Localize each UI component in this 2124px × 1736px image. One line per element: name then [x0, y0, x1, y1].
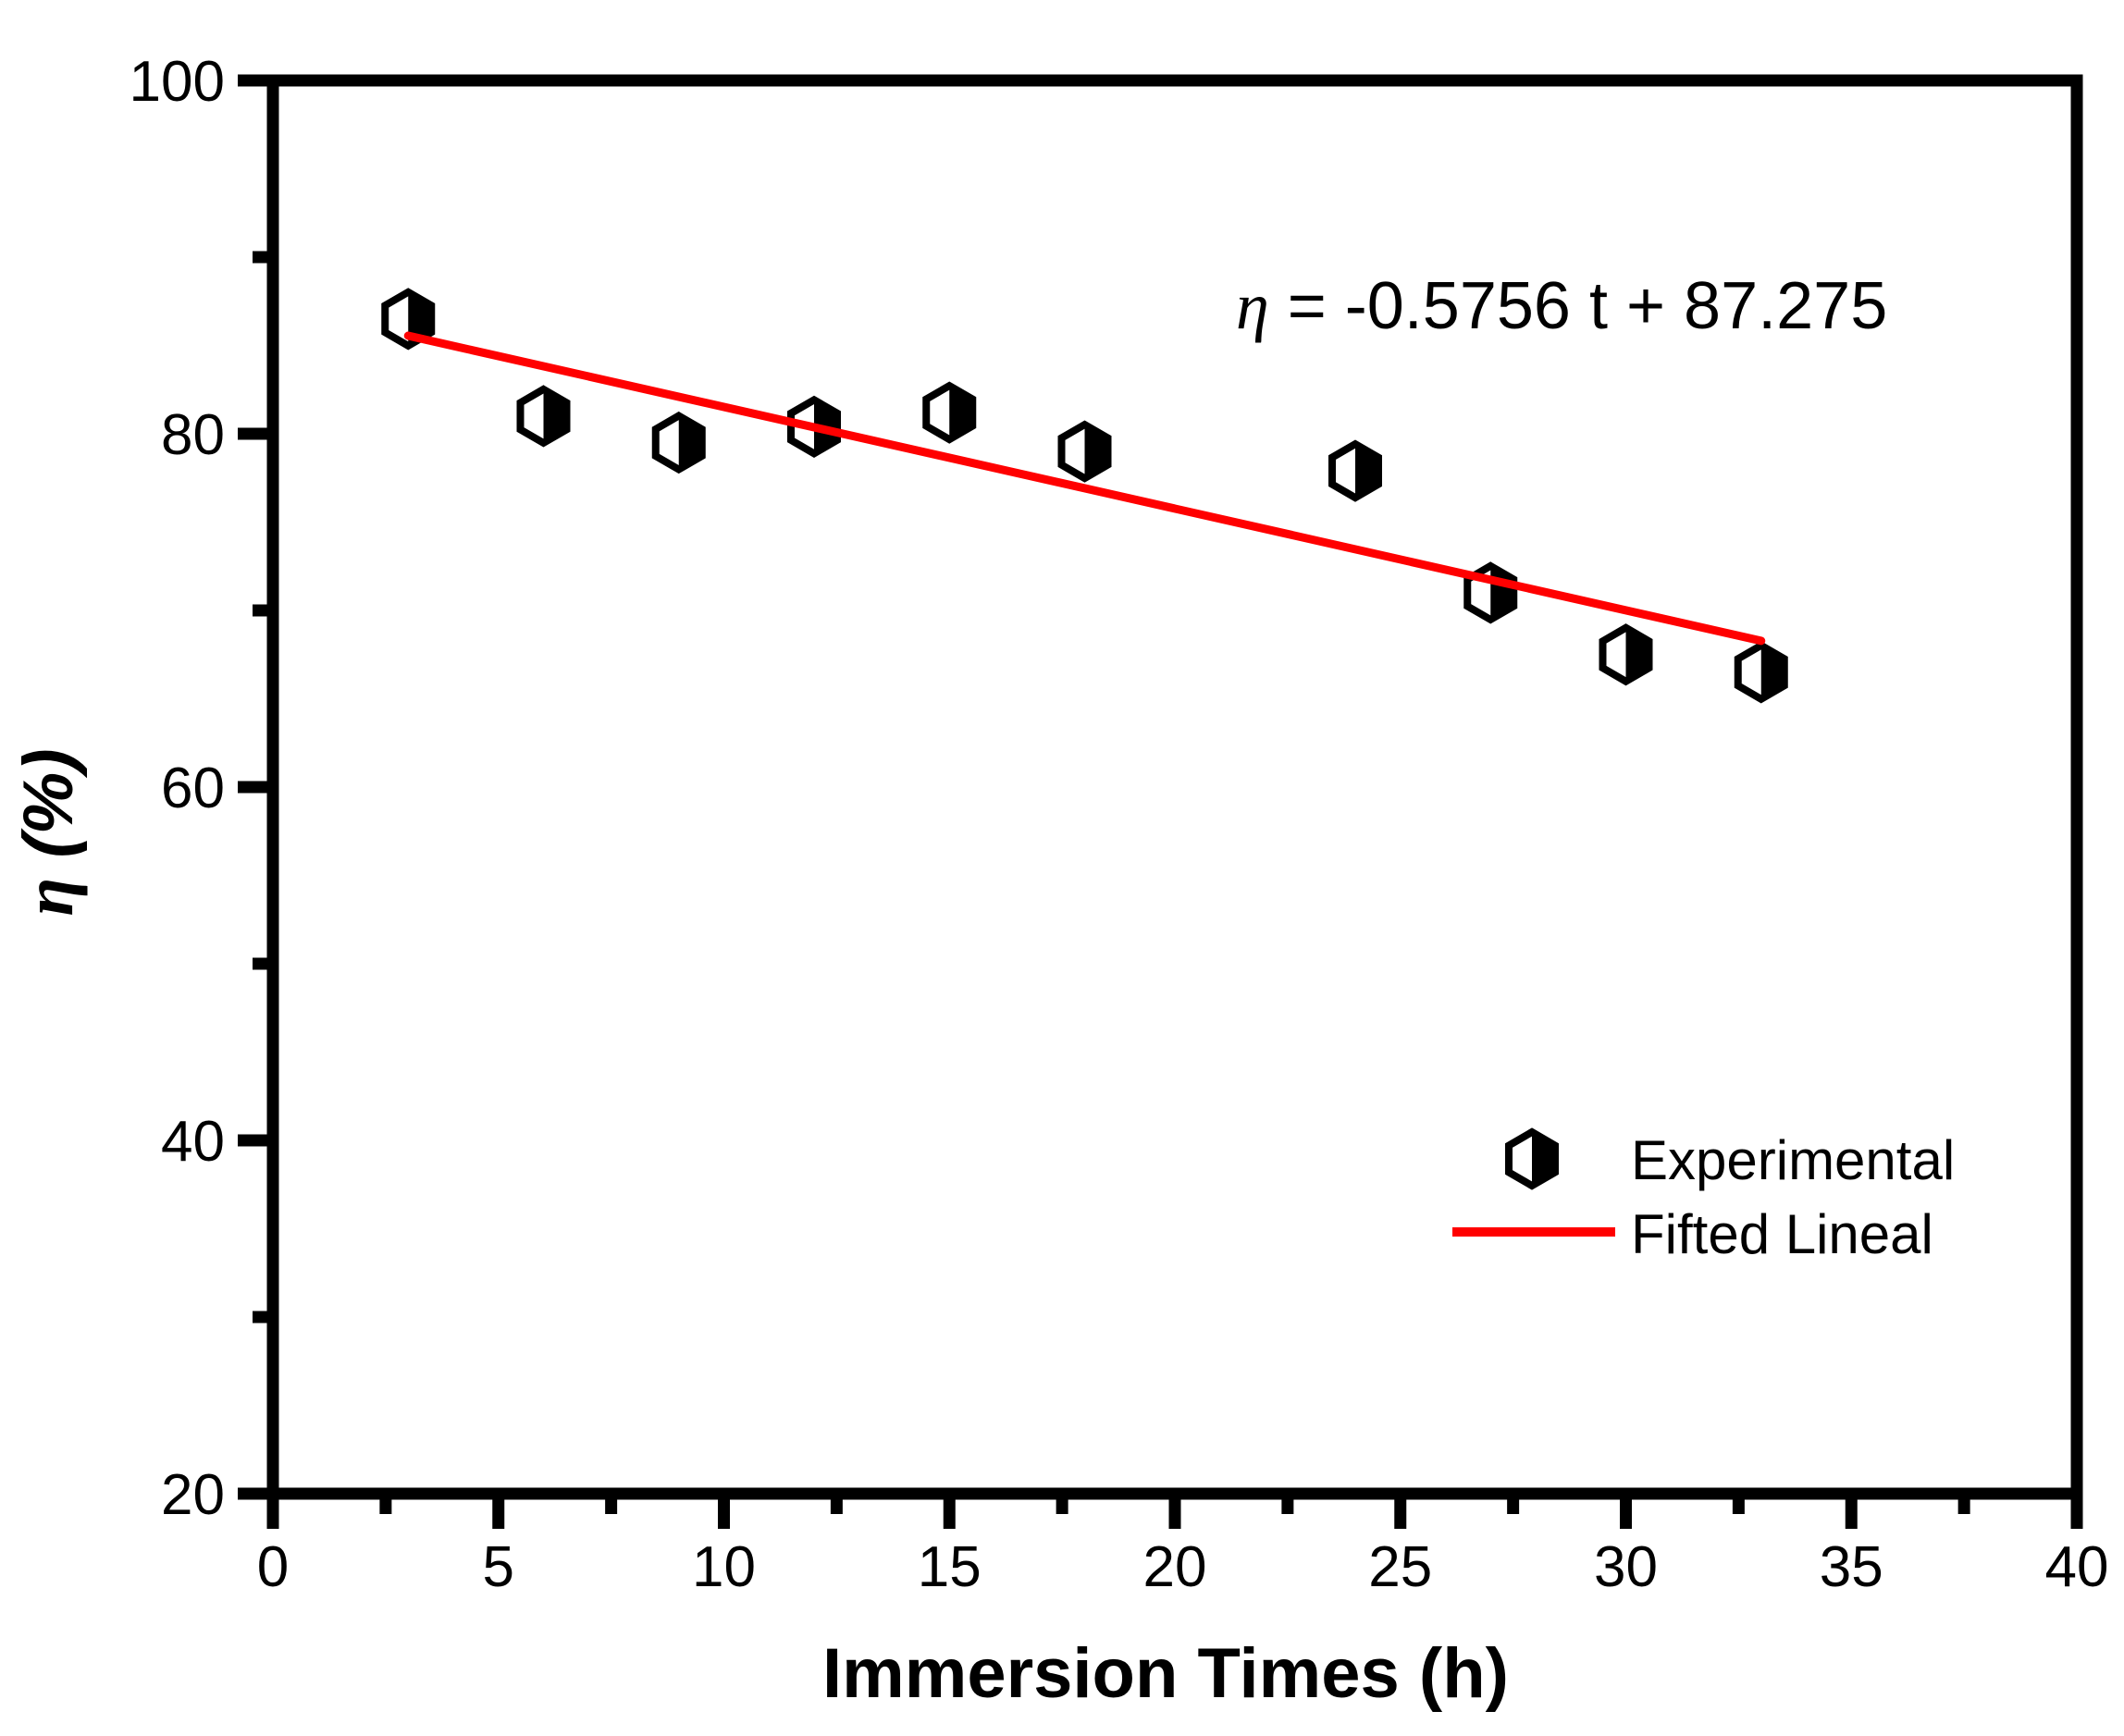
hexagon-marker-outline — [1328, 439, 1382, 502]
data-point-marker — [1734, 641, 1788, 704]
x-tick-label: 20 — [1143, 1535, 1207, 1599]
hexagon-marker-outline — [1599, 623, 1653, 686]
y-tick-label: 40 — [161, 1110, 225, 1174]
fitted-line — [403, 331, 1766, 646]
x-tick-label: 35 — [1820, 1535, 1883, 1599]
legend-label-fitted-lineal: Fifted Lineal — [1631, 1203, 1933, 1265]
legend-label-experimental: Experimental — [1631, 1129, 1955, 1191]
data-point-marker — [922, 381, 977, 444]
hexagon-marker-outline — [381, 288, 436, 351]
y-tick-label: 100 — [130, 50, 225, 114]
x-tick-label: 30 — [1594, 1535, 1658, 1599]
hexagon-marker-outline — [651, 411, 706, 474]
hexagon-marker-outline — [516, 385, 571, 448]
hexagon-marker-outline — [787, 395, 841, 458]
legend: Experimental Fifted Lineal — [1452, 1127, 1955, 1265]
axes-layer: 0 5 10 15 20 25 30 35 40 20 40 60 80 100 — [130, 50, 2109, 1599]
data-point-marker — [1599, 623, 1653, 686]
equation-eta-symbol: η — [1236, 269, 1269, 343]
legend-marker-experimental — [1505, 1127, 1559, 1190]
y-tick-label: 80 — [161, 403, 225, 467]
hexagon-marker-outline — [922, 381, 977, 444]
hexagon-marker-outline — [1057, 420, 1112, 483]
hexagon-marker-outline — [1505, 1127, 1559, 1190]
hexagon-marker-outline — [1463, 561, 1518, 624]
data-point-marker — [516, 385, 571, 448]
x-tick-label: 40 — [2045, 1535, 2109, 1599]
x-tick-label: 0 — [257, 1535, 289, 1599]
y-axis-title-eta-symbol: η — [10, 878, 88, 917]
data-layer — [381, 288, 1788, 704]
y-axis-title-unit: (%) — [9, 748, 88, 877]
x-tick-label: 15 — [918, 1535, 982, 1599]
x-tick-label: 10 — [692, 1535, 756, 1599]
data-point-marker — [1328, 439, 1382, 502]
x-tick-label: 25 — [1368, 1535, 1432, 1599]
y-tick-label: 20 — [161, 1463, 225, 1527]
data-point-marker — [381, 288, 436, 351]
equation-body: = -0.5756 t + 87.275 — [1269, 269, 1888, 343]
equation-annotation: η = -0.5756 t + 87.275 — [1236, 269, 1887, 343]
y-tick-label: 60 — [161, 757, 225, 820]
data-point-marker — [1057, 420, 1112, 483]
x-tick-label: 5 — [483, 1535, 514, 1599]
legend-hexagon-marker — [1505, 1127, 1559, 1190]
x-axis-title: Immersion Times (h) — [822, 1634, 1509, 1713]
y-axis-title: η (%) — [9, 748, 88, 916]
hexagon-marker-outline — [1734, 641, 1788, 704]
data-point-marker — [651, 411, 706, 474]
